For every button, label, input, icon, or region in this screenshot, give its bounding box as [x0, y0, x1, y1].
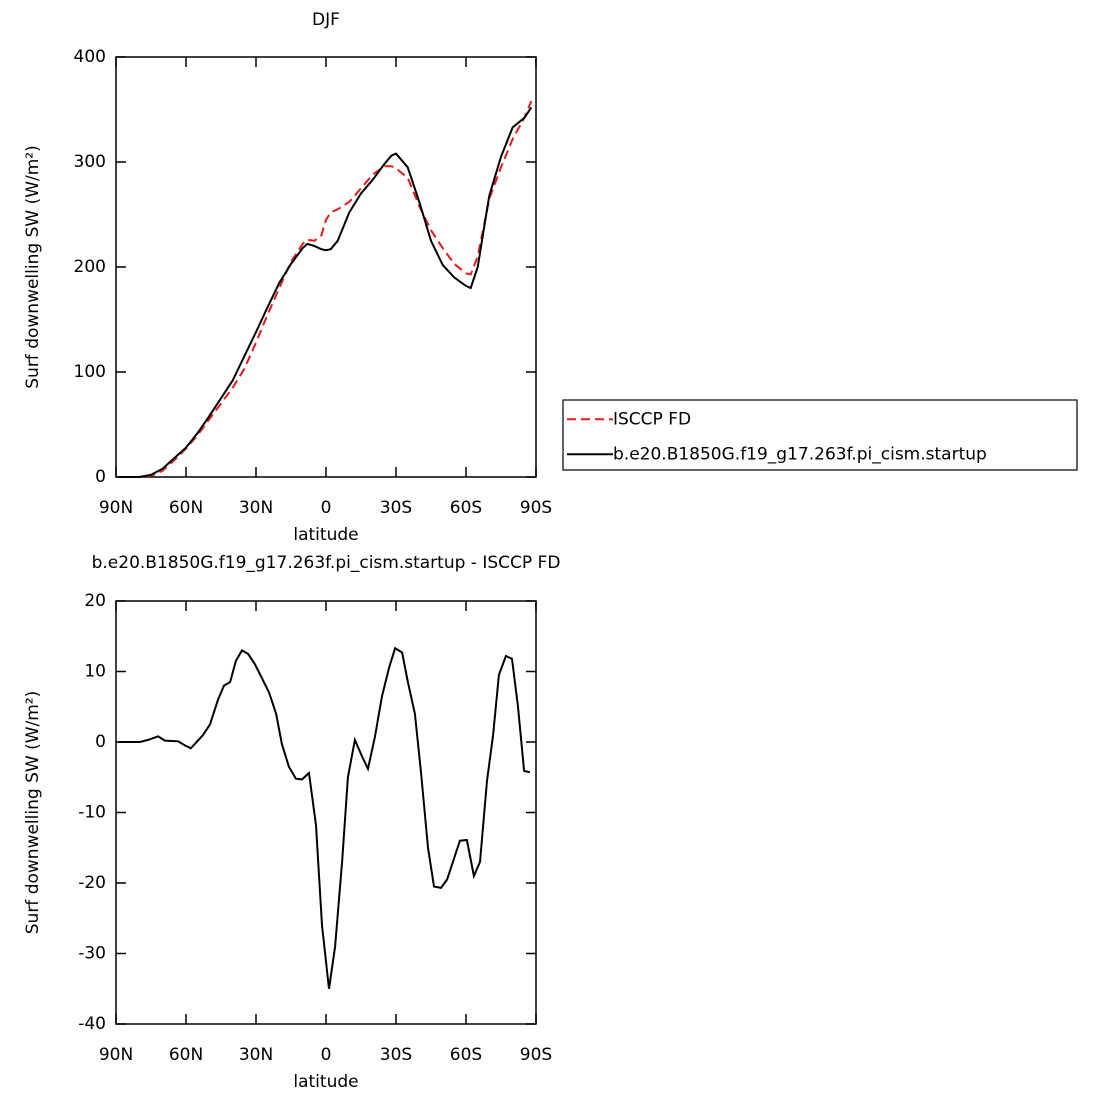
legend-box: [562, 399, 1078, 471]
x-tick-label: 90N: [99, 1045, 133, 1065]
y-tick-label: 300: [74, 152, 106, 172]
y-axis-label: Surf downwelling SW (W/m²): [23, 691, 43, 935]
x-tick-label: 90S: [520, 498, 552, 518]
x-tick-label: 90S: [520, 1045, 552, 1065]
chart-title: DJF: [312, 10, 340, 30]
plot-frame: [115, 56, 537, 478]
x-tick-label: 30N: [239, 498, 273, 518]
series-line: [118, 646, 531, 989]
y-tick-label: 10: [84, 662, 106, 682]
series-line: [118, 100, 533, 478]
y-tick-label: 0: [95, 467, 106, 487]
x-axis-label: latitude: [293, 525, 358, 545]
x-tick-label: 60N: [169, 498, 203, 518]
y-axis-label: Surf downwelling SW (W/m²): [23, 145, 43, 389]
x-tick-label: 60N: [169, 1045, 203, 1065]
x-tick-label: 30S: [380, 1045, 412, 1065]
legend-label: b.e20.B1850G.f19_g17.263f.pi_cism.startu…: [613, 444, 987, 464]
y-tick-label: -20: [78, 873, 106, 893]
x-tick-label: 60S: [450, 1045, 482, 1065]
y-tick-label: 200: [74, 257, 106, 277]
x-tick-label: 0: [321, 498, 332, 518]
y-tick-label: 400: [74, 47, 106, 67]
y-tick-label: -30: [78, 944, 106, 964]
legend-label: ISCCP FD: [613, 409, 691, 429]
y-tick-label: 20: [84, 591, 106, 611]
x-tick-label: 60S: [450, 498, 482, 518]
x-axis-label: latitude: [293, 1072, 358, 1092]
series-line: [118, 106, 533, 478]
x-tick-label: 30N: [239, 1045, 273, 1065]
x-tick-label: 30S: [380, 498, 412, 518]
y-tick-label: 100: [74, 362, 106, 382]
chart-title: b.e20.B1850G.f19_g17.263f.pi_cism.startu…: [92, 553, 561, 573]
x-tick-label: 90N: [99, 498, 133, 518]
y-tick-label: -40: [78, 1014, 106, 1034]
y-tick-label: -10: [78, 803, 106, 823]
x-tick-label: 0: [321, 1045, 332, 1065]
y-tick-label: 0: [95, 732, 106, 752]
